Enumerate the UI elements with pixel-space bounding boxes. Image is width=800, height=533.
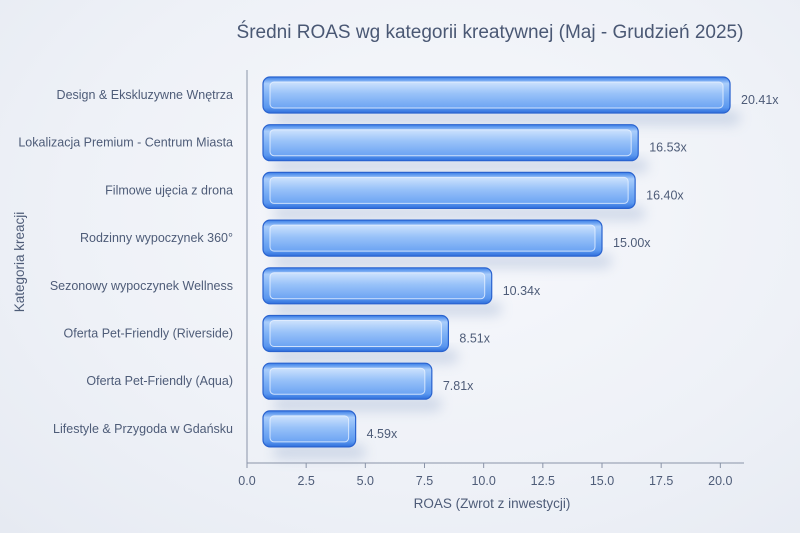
bar-shadow	[273, 111, 741, 125]
category-labels: Design & Ekskluzywne Wnętrza Lokalizacja …	[18, 88, 233, 436]
bar-highlight	[269, 272, 486, 300]
bar	[262, 219, 612, 269]
bar-shadow	[273, 397, 442, 412]
value-label: 15.00x	[613, 236, 651, 250]
bar	[262, 171, 646, 221]
bar-highlight	[269, 129, 632, 157]
x-tick-label: 20.0	[708, 474, 732, 488]
value-label: 7.81x	[443, 379, 474, 393]
value-label: 8.51x	[459, 332, 490, 346]
bar-highlight	[269, 81, 724, 109]
value-label: 16.53x	[649, 141, 687, 155]
bar-shadow	[273, 301, 502, 316]
bar-shadow	[273, 158, 649, 173]
chart-title: Średni ROAS wg kategorii kreatywnej (Maj…	[237, 21, 744, 43]
bar-shadow	[273, 444, 366, 459]
x-tick-label: 12.5	[531, 474, 555, 488]
x-tick-label: 10.0	[471, 474, 495, 488]
category-label: Oferta Pet-Friendly (Riverside)	[64, 327, 234, 341]
bar-highlight	[269, 415, 350, 443]
value-labels: 20.41x 16.53x 16.40x 15.00x 10.34x 8.51x 7.81x…	[367, 93, 780, 441]
x-tick-label: 17.5	[649, 474, 673, 488]
bar-shadow	[273, 254, 612, 269]
x-tick-label: 0.0	[238, 474, 255, 488]
value-label: 4.59x	[367, 427, 398, 441]
value-label: 10.34x	[503, 284, 541, 298]
bar	[262, 362, 442, 412]
bar-highlight	[269, 224, 596, 252]
bar-shadow	[273, 206, 646, 221]
value-label: 20.41x	[741, 93, 779, 107]
x-ticks: 0.0 2.5 5.0 7.5 10.0 12.5 15.0 17.5 20.0	[238, 463, 733, 488]
bar	[262, 76, 741, 125]
bar	[262, 267, 502, 316]
bar-shadow	[273, 349, 459, 364]
bar	[262, 314, 459, 364]
category-label: Filmowe ujęcia z drona	[105, 183, 233, 197]
x-tick-label: 7.5	[416, 474, 433, 488]
x-tick-label: 15.0	[590, 474, 614, 488]
category-label: Lifestyle & Przygoda w Gdańsku	[53, 422, 233, 436]
category-label: Lokalizacja Premium - Centrum Miasta	[18, 136, 233, 150]
category-label: Oferta Pet-Friendly (Aqua)	[86, 374, 233, 388]
bar-highlight	[269, 367, 426, 395]
x-axis-title: ROAS (Zwrot z inwestycji)	[414, 496, 571, 511]
category-label: Rodzinny wypoczynek 360°	[80, 231, 233, 245]
bars-layer	[262, 76, 741, 459]
bar	[262, 410, 366, 459]
category-label: Design & Ekskluzywne Wnętrza	[57, 88, 234, 102]
x-tick-label: 2.5	[297, 474, 314, 488]
bar-highlight	[269, 320, 442, 347]
y-axis-title: Kategoria kreacji	[12, 212, 27, 313]
bar-highlight	[269, 176, 629, 204]
value-label: 16.40x	[646, 188, 684, 202]
bar	[262, 124, 649, 173]
x-tick-label: 5.0	[357, 474, 374, 488]
category-label: Sezonowy wypoczynek Wellness	[50, 279, 233, 293]
